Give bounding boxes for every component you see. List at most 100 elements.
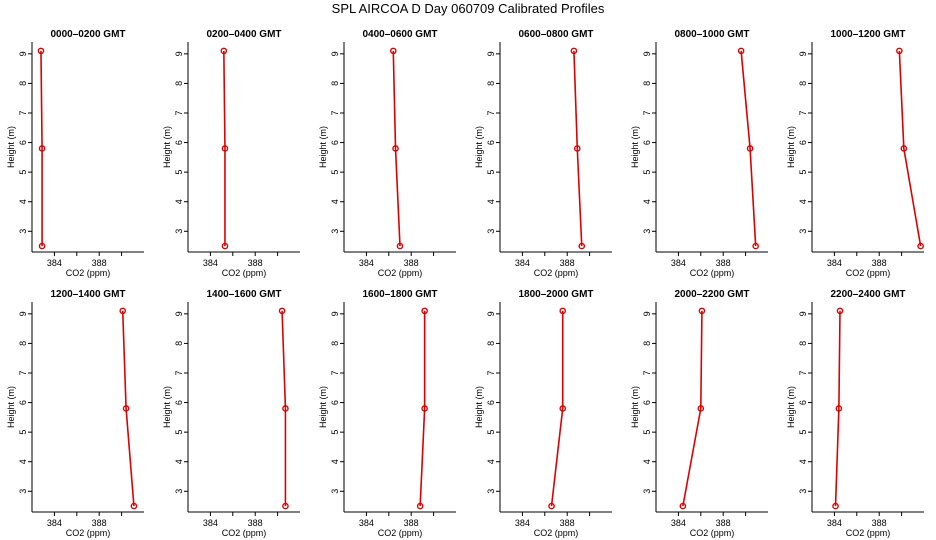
y-tick-label: 9 xyxy=(486,311,496,316)
x-axis-label: CO2 (ppm) xyxy=(534,268,579,278)
y-tick-label: 9 xyxy=(798,311,808,316)
y-tick-label: 8 xyxy=(486,341,496,346)
data-point xyxy=(836,307,844,315)
x-tick-label: 388 xyxy=(872,258,887,268)
data-point xyxy=(900,145,908,152)
y-axis-label: Height (m) xyxy=(318,386,328,428)
y-tick-label: 6 xyxy=(486,400,496,405)
profile-line xyxy=(834,310,841,507)
y-tick-label: 7 xyxy=(18,370,28,375)
y-tick-label: 4 xyxy=(174,199,184,204)
x-tick-label: 388 xyxy=(92,518,107,528)
y-tick-label: 5 xyxy=(330,170,340,175)
y-tick-label: 6 xyxy=(174,140,184,145)
x-tick-label: 384 xyxy=(671,258,686,268)
panel-title: 0800–1000 GMT xyxy=(674,29,749,40)
y-tick-label: 7 xyxy=(798,370,808,375)
y-tick-label: 3 xyxy=(642,229,652,234)
y-tick-label: 4 xyxy=(330,199,340,204)
x-tick-label: 384 xyxy=(827,258,842,268)
y-tick-label: 8 xyxy=(330,81,340,86)
y-tick-label: 4 xyxy=(642,199,652,204)
y-tick-label: 8 xyxy=(174,81,184,86)
x-tick-label: 388 xyxy=(716,518,731,528)
data-point xyxy=(559,307,567,315)
data-point xyxy=(421,405,428,412)
x-tick-label: 384 xyxy=(515,518,530,528)
y-axis-label: Height (m) xyxy=(162,126,172,168)
y-tick-label: 6 xyxy=(174,400,184,405)
x-tick-label: 388 xyxy=(560,258,575,268)
y-tick-label: 6 xyxy=(18,140,28,145)
x-axis-label: CO2 (ppm) xyxy=(690,528,735,538)
data-point xyxy=(221,145,229,152)
panel-title: 0600–0800 GMT xyxy=(518,29,593,40)
y-tick-label: 7 xyxy=(486,110,496,115)
x-axis-label: CO2 (ppm) xyxy=(222,268,267,278)
y-tick-label: 8 xyxy=(174,341,184,346)
y-axis-label: Height (m) xyxy=(786,126,796,168)
y-tick-label: 6 xyxy=(18,400,28,405)
data-point xyxy=(220,47,228,55)
x-tick-label: 388 xyxy=(248,518,263,528)
y-tick-label: 5 xyxy=(798,170,808,175)
panel-title: 0400–0600 GMT xyxy=(362,29,437,40)
y-tick-label: 9 xyxy=(642,51,652,56)
y-tick-label: 9 xyxy=(18,311,28,316)
data-point xyxy=(896,47,903,55)
data-point xyxy=(38,242,46,250)
y-tick-label: 8 xyxy=(18,81,28,86)
x-tick-label: 388 xyxy=(92,258,107,268)
y-tick-label: 6 xyxy=(642,140,652,145)
y-tick-label: 6 xyxy=(798,400,808,405)
y-tick-label: 9 xyxy=(798,51,808,56)
x-axis-label: CO2 (ppm) xyxy=(378,268,423,278)
y-axis-label: Height (m) xyxy=(474,386,484,428)
y-axis-label: Height (m) xyxy=(630,386,640,428)
data-point xyxy=(746,145,754,152)
profile-line xyxy=(573,50,583,247)
x-axis-label: CO2 (ppm) xyxy=(222,528,267,538)
y-axis-label: Height (m) xyxy=(474,126,484,168)
y-tick-label: 7 xyxy=(642,370,652,375)
y-tick-label: 8 xyxy=(330,341,340,346)
data-point xyxy=(396,242,404,250)
profile-line xyxy=(682,310,703,507)
y-tick-label: 3 xyxy=(330,489,340,494)
data-point xyxy=(119,307,127,315)
data-point xyxy=(392,145,399,152)
x-tick-label: 384 xyxy=(47,258,62,268)
x-axis-label: CO2 (ppm) xyxy=(378,528,423,538)
panel-title: 1000–1200 GMT xyxy=(830,29,905,40)
x-tick-label: 388 xyxy=(248,258,263,268)
x-tick-label: 388 xyxy=(872,518,887,528)
x-axis-label: CO2 (ppm) xyxy=(690,268,735,278)
data-point xyxy=(578,242,586,250)
y-tick-label: 7 xyxy=(174,110,184,115)
y-tick-label: 3 xyxy=(486,229,496,234)
x-tick-label: 384 xyxy=(203,518,218,528)
y-tick-label: 4 xyxy=(18,459,28,464)
panel-title: 2200–2400 GMT xyxy=(830,289,905,300)
data-point xyxy=(38,145,46,152)
y-tick-label: 5 xyxy=(642,430,652,435)
y-tick-label: 5 xyxy=(330,430,340,435)
y-tick-label: 5 xyxy=(174,430,184,435)
y-tick-label: 6 xyxy=(330,400,340,405)
y-tick-label: 5 xyxy=(18,430,28,435)
y-tick-label: 3 xyxy=(174,489,184,494)
x-axis-label: CO2 (ppm) xyxy=(66,528,111,538)
y-tick-label: 5 xyxy=(174,170,184,175)
profile-line xyxy=(550,310,564,507)
x-tick-label: 384 xyxy=(515,258,530,268)
y-tick-label: 6 xyxy=(486,140,496,145)
